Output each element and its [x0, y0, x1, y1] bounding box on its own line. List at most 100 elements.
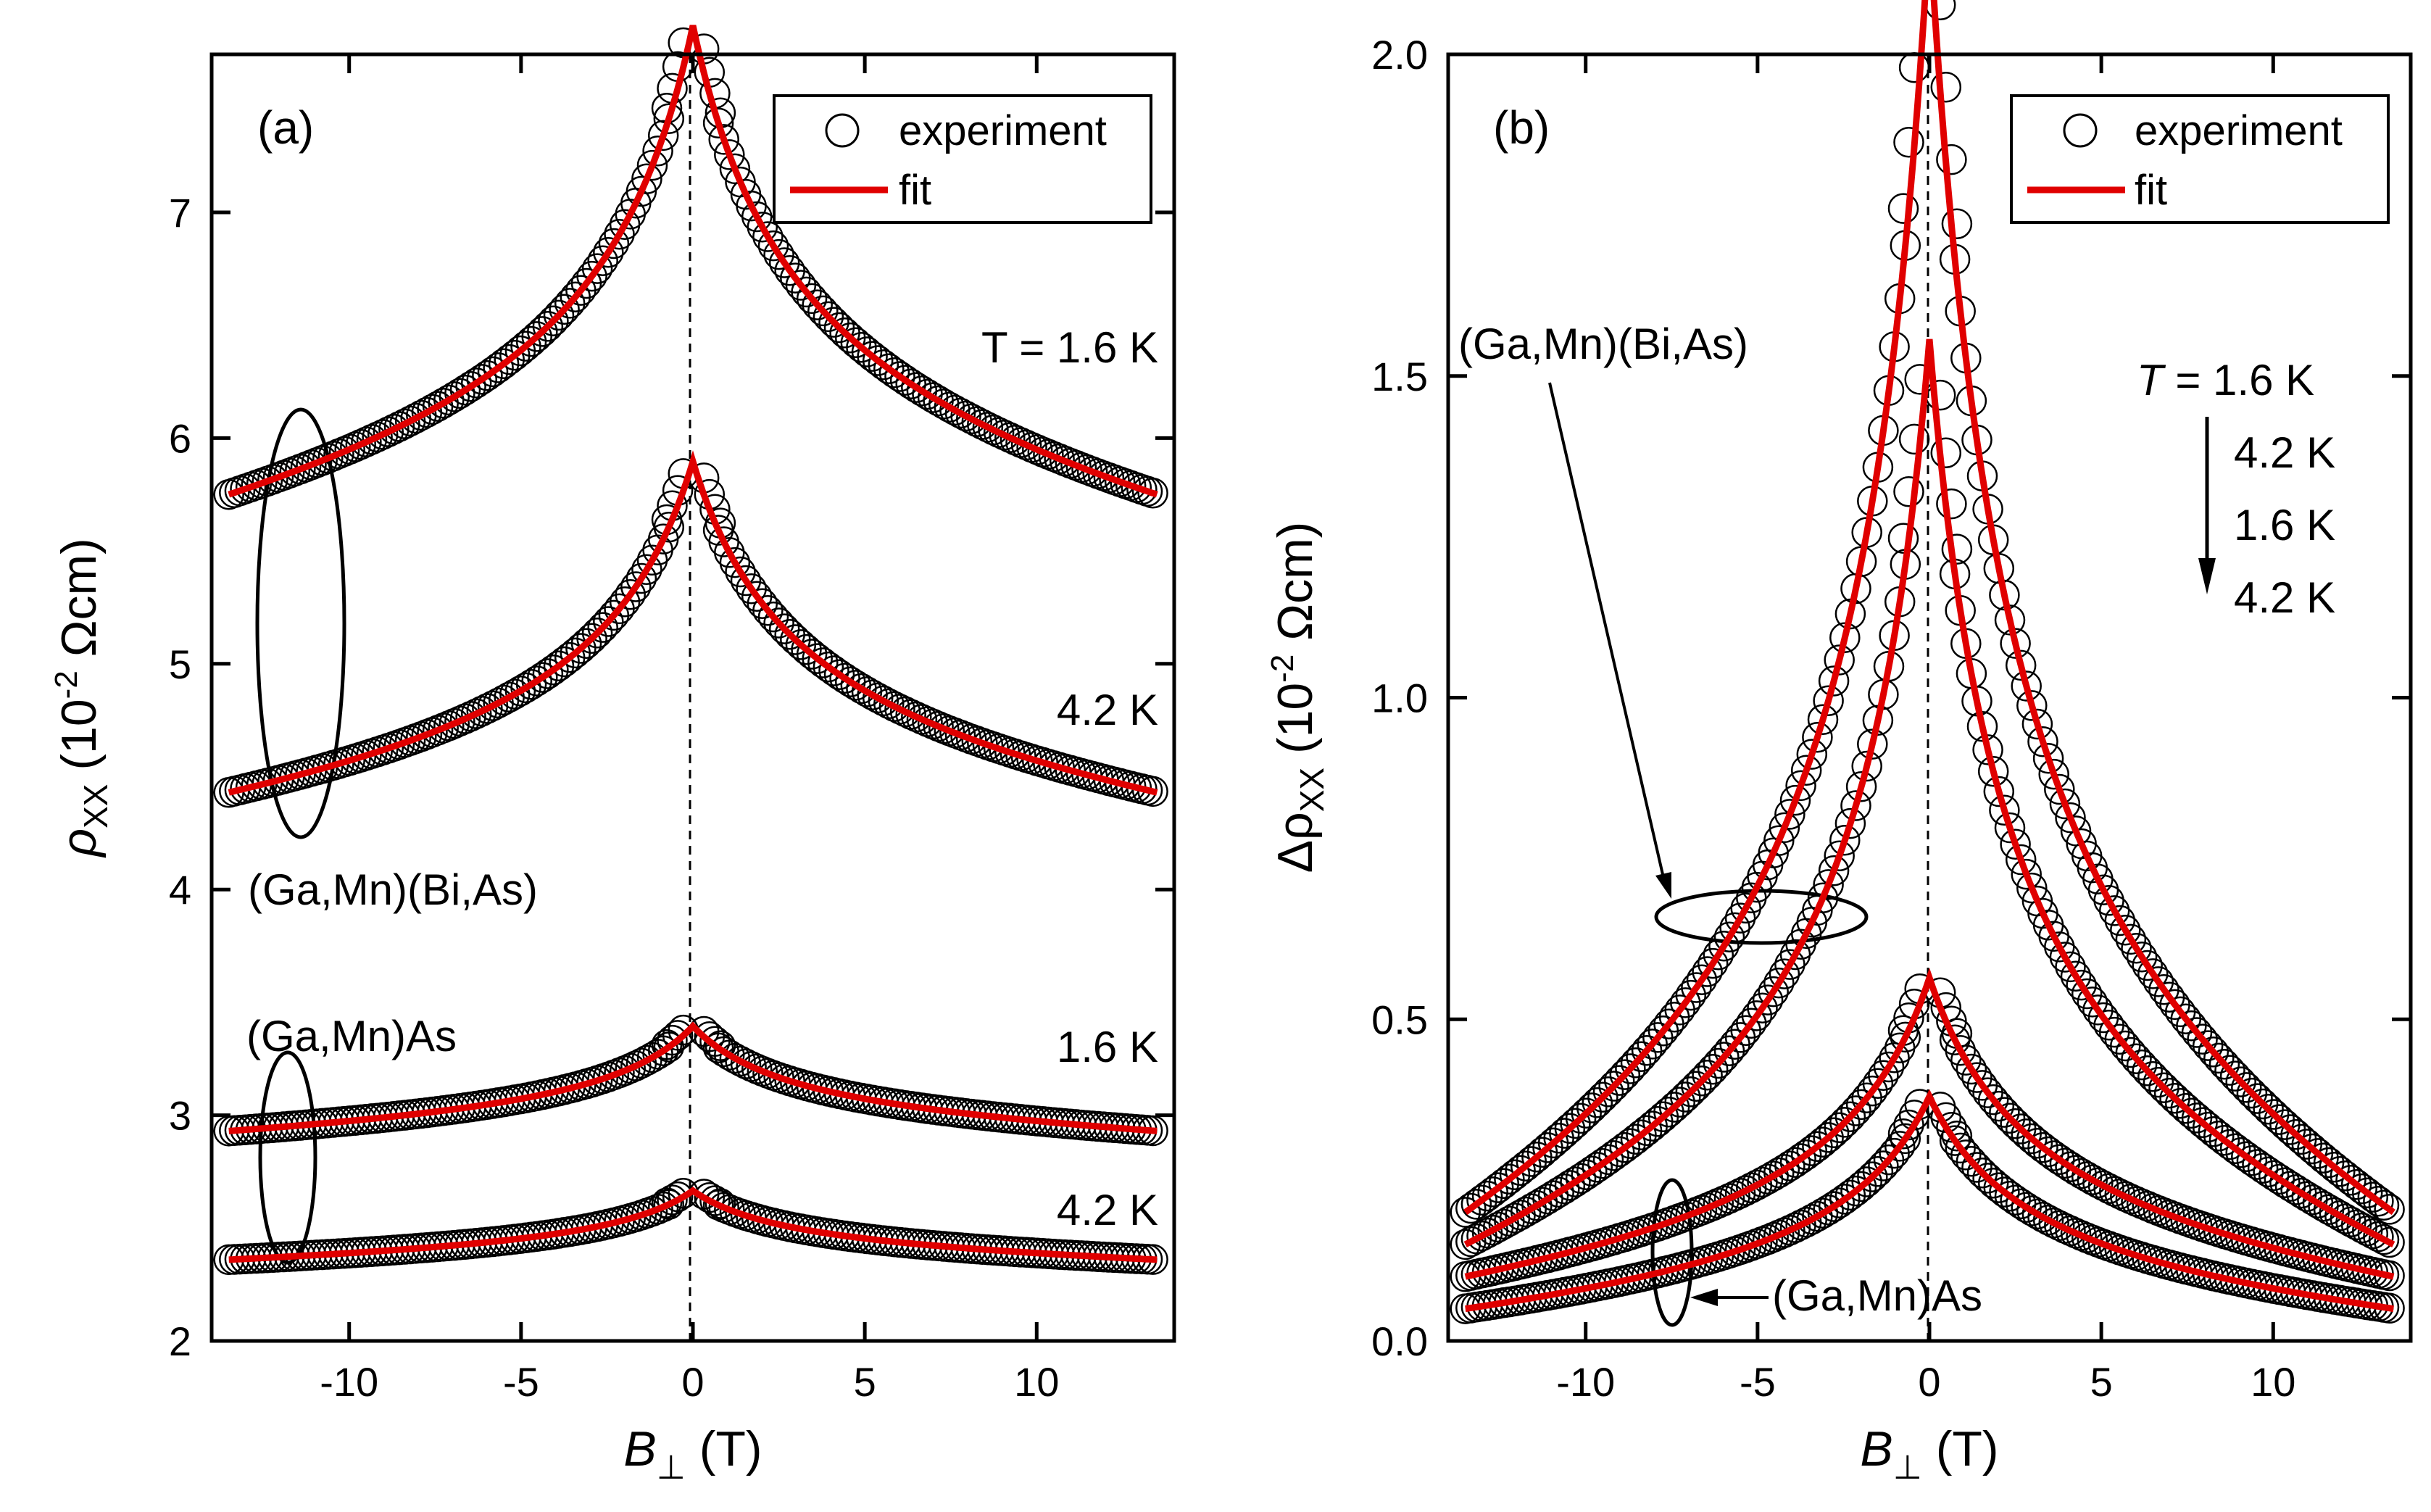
data-point: [2098, 895, 2130, 926]
data-point: [1697, 1054, 1729, 1085]
data-point: [1824, 840, 1855, 872]
data-point: [510, 672, 541, 704]
data-point: [2000, 628, 2031, 659]
anno-b-temp-3: 1.6 K: [2234, 501, 2335, 549]
data-point: [532, 658, 564, 689]
data-point: [543, 299, 575, 331]
data-point: [2368, 1224, 2400, 1255]
data-point: [1898, 423, 1930, 455]
data-point: [2219, 1133, 2251, 1164]
data-point: [488, 348, 520, 380]
data-point: [631, 554, 662, 586]
data-point: [2253, 1094, 2284, 1125]
data-point: [1829, 1184, 1861, 1215]
data-point: [1857, 1161, 1888, 1192]
series-marks-a: [213, 25, 1168, 1276]
data-point: [1893, 476, 1924, 507]
data-point: [1736, 1008, 1767, 1039]
data-point: [2132, 950, 2163, 981]
data-point: [1989, 794, 2020, 826]
data-point: [2231, 1141, 2262, 1173]
data-point: [1868, 1060, 1899, 1092]
data-point: [657, 1024, 688, 1056]
data-point: [1592, 1076, 1624, 1108]
data-point: [1977, 1084, 2009, 1116]
data-point: [2066, 969, 2097, 1001]
data-point: [1840, 1095, 1871, 1126]
y-tick-label: 0.0: [1371, 1318, 1428, 1364]
anno-a-temp-1: T = 1.6 K: [981, 323, 1158, 372]
data-point: [1137, 478, 1168, 509]
data-point: [796, 283, 828, 315]
data-point: [1686, 1065, 1718, 1097]
data-point: [1941, 208, 1973, 240]
data-point: [1460, 1189, 1492, 1220]
data-point: [1675, 979, 1707, 1011]
data-point: [2324, 1156, 2356, 1187]
data-point: [2049, 942, 2081, 973]
data-point: [521, 665, 552, 697]
data-point: [757, 601, 789, 633]
data-point: [2203, 1042, 2235, 1074]
data-point: [895, 368, 926, 399]
data-point: [1576, 1092, 1608, 1123]
data-point: [2319, 1151, 2350, 1183]
data-point: [1708, 930, 1740, 962]
data-point: [702, 107, 734, 138]
data-point: [2153, 1077, 2185, 1109]
data-point: [1941, 533, 1973, 565]
data-point: [2187, 1107, 2218, 1139]
data-point: [1977, 1167, 2009, 1199]
data-point: [2032, 1136, 2064, 1168]
y-tick-label: 5: [169, 641, 191, 687]
data-point: [1807, 1197, 1839, 1229]
data-point: [1818, 665, 1850, 697]
data-point: [1868, 1150, 1899, 1181]
data-point: [1554, 1170, 1586, 1201]
data-point: [889, 365, 921, 396]
data-point: [1862, 1068, 1894, 1100]
data-point: [1983, 1172, 2015, 1203]
data-point: [2192, 1111, 2224, 1143]
data-point: [2121, 933, 2152, 964]
data-point: [2049, 788, 2081, 820]
data-point: [1560, 1108, 1591, 1139]
data-point: [2198, 1037, 2230, 1068]
data-point: [2021, 1128, 2053, 1159]
data-point: [1790, 1139, 1822, 1171]
y-axis-title-a: ρXX (10-2 Ωcm): [49, 538, 115, 858]
data-point: [1703, 939, 1734, 971]
data-point: [846, 331, 877, 363]
data-point: [2032, 742, 2064, 774]
data-point: [2005, 649, 2037, 681]
data-point: [2082, 994, 2114, 1026]
data-point: [504, 676, 536, 707]
anno-b-gamnas: (Ga,Mn)As: [1772, 1271, 1982, 1320]
anno-b-gamnbias: (Ga,Mn)(Bi,As): [1458, 320, 1748, 368]
data-point: [1681, 972, 1712, 1003]
data-point: [1873, 1051, 1905, 1083]
y-tick-label: 2.0: [1371, 32, 1428, 78]
data-point: [1961, 1062, 1992, 1093]
data-point: [460, 367, 492, 399]
data-point: [2000, 828, 2031, 860]
data-point: [2368, 1189, 2400, 1221]
data-point: [1747, 992, 1778, 1023]
data-point: [1862, 1156, 1894, 1187]
data-point: [1477, 1176, 1508, 1208]
data-point: [1565, 1163, 1597, 1194]
data-point: [807, 647, 839, 678]
data-point: [2143, 966, 2174, 997]
data-point: [2110, 1030, 2141, 1062]
anno-a-temp-2: 4.2 K: [1057, 686, 1158, 734]
data-point: [1779, 1147, 1811, 1178]
data-point: [549, 294, 580, 325]
y-tick-label: 0.5: [1371, 997, 1428, 1042]
data-point: [1834, 807, 1866, 839]
data-point: [466, 364, 498, 395]
y-tick-label: 6: [169, 415, 191, 461]
data-point: [1845, 770, 1877, 802]
series-b-3: [1450, 1089, 2405, 1324]
legend-a: experiment fit: [773, 94, 1152, 224]
data-point: [1884, 1131, 1916, 1162]
